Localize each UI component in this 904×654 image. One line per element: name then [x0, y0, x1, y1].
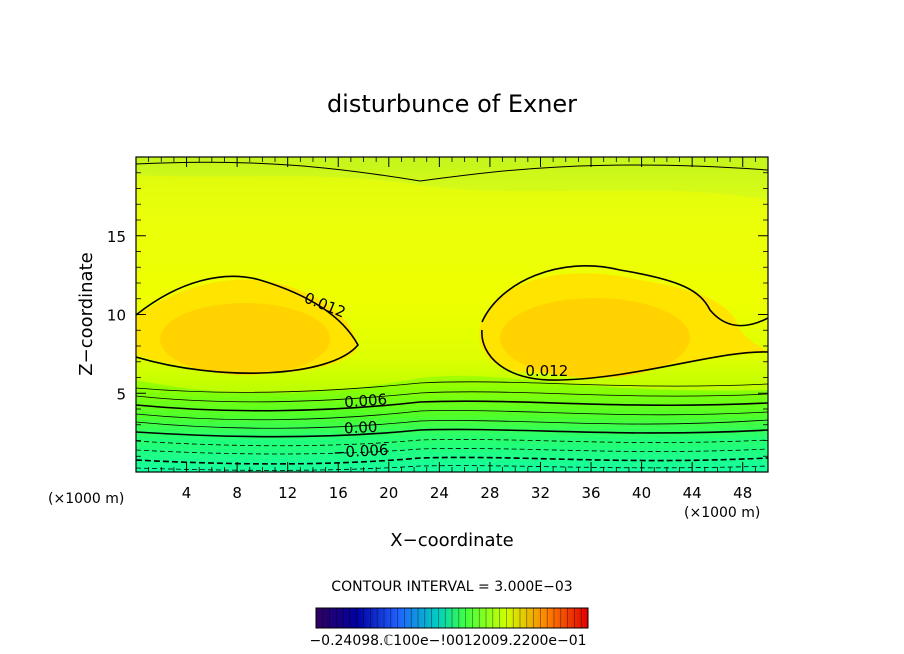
contour-label: −0.006 [333, 441, 389, 462]
x-tick-label: 36 [581, 484, 600, 502]
contour-line--0.006 [136, 456, 768, 465]
contour-label: 0.00 [344, 418, 378, 438]
contour-line [136, 448, 768, 455]
x-tick-label: 40 [632, 484, 651, 502]
x-tick-label: 16 [329, 484, 348, 502]
y-tick-label: 5 [116, 385, 126, 403]
contour-line [136, 381, 768, 393]
x-tick-label: 24 [430, 484, 449, 502]
x-axis-ticks: 4 8 12 16 20 24 28 32 36 40 44 48 [148, 157, 756, 502]
x-tick-label: 44 [683, 484, 702, 502]
contour-label: 0.012 [525, 362, 568, 380]
y-tick-label: 10 [107, 307, 126, 325]
x-tick-label: 4 [182, 484, 192, 502]
plot-area [136, 157, 768, 472]
contour-line [136, 410, 768, 421]
x-unit-right: (×1000 m) [684, 505, 760, 521]
contour-line-0.006 [136, 400, 768, 412]
chart-title: disturbunce of Exner [327, 90, 577, 118]
colorbar-labels: −0.24098.ℂ100e−!0012009.2200e−01 [309, 633, 586, 649]
high-core-right [500, 298, 690, 378]
contour-line [136, 419, 768, 429]
x-tick-label: 48 [733, 484, 752, 502]
x-tick-label: 8 [232, 484, 242, 502]
y-axis-label: Z−coordinate [76, 252, 97, 375]
contour-interval-text: CONTOUR INTERVAL = 3.000E−03 [331, 579, 572, 595]
y-tick-label: 15 [107, 228, 126, 246]
x-tick-label: 12 [278, 484, 297, 502]
colorbar-ticks [315, 608, 589, 628]
y-axis-ticks: 5 10 15 [107, 172, 768, 457]
contour-line [136, 391, 768, 403]
contour-line [136, 439, 768, 447]
x-axis-label: X−coordinate [390, 530, 513, 551]
contour-label: 0.006 [344, 390, 388, 411]
x-tick-label: 20 [379, 484, 398, 502]
colorbar [315, 607, 589, 629]
x-unit-left: (×1000 m) [48, 491, 124, 507]
x-tick-label: 32 [531, 484, 550, 502]
contour-line [136, 465, 768, 471]
contour-line [136, 161, 768, 182]
contour-line-0.00 [136, 428, 768, 438]
contour-line-0.012-right [481, 265, 768, 381]
contour-line-0.012-left [136, 275, 359, 374]
x-tick-label: 28 [480, 484, 499, 502]
high-core-left [160, 303, 330, 375]
